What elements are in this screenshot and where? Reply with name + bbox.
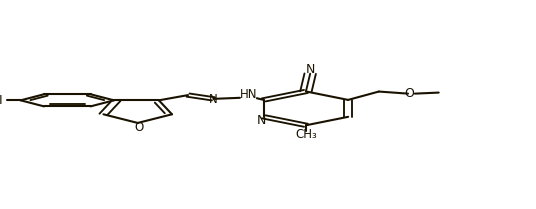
Text: N: N bbox=[209, 93, 218, 106]
Text: O: O bbox=[135, 121, 144, 134]
Text: I: I bbox=[0, 94, 2, 107]
Text: HN: HN bbox=[240, 88, 257, 101]
Text: O: O bbox=[405, 87, 414, 99]
Text: N: N bbox=[256, 114, 266, 127]
Text: CH₃: CH₃ bbox=[295, 128, 317, 141]
Text: N: N bbox=[306, 62, 315, 76]
